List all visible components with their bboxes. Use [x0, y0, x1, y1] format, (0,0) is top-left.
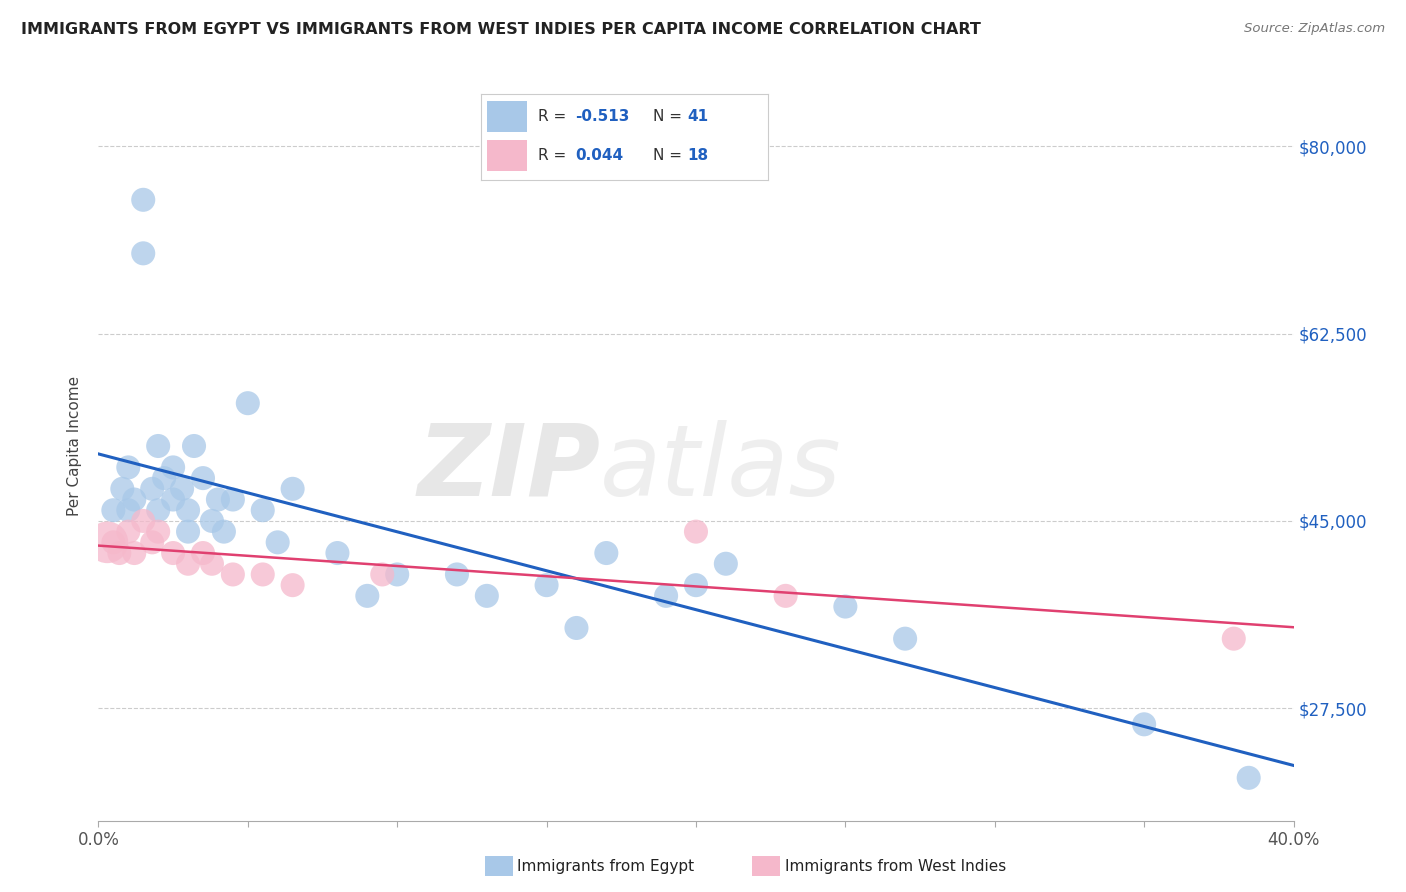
Point [326, 546, 349, 560]
Point [132, 246, 155, 260]
Point [111, 482, 134, 496]
Point [117, 524, 139, 539]
Point [141, 535, 163, 549]
Point [714, 557, 737, 571]
Point [655, 589, 678, 603]
Point [103, 535, 125, 549]
Point [177, 557, 200, 571]
Point [162, 546, 184, 560]
Text: ZIP: ZIP [418, 420, 600, 517]
Point [103, 503, 125, 517]
Point [148, 439, 170, 453]
Point [894, 632, 917, 646]
Point [222, 492, 245, 507]
Point [177, 503, 200, 517]
Point [685, 578, 707, 592]
Point [252, 503, 274, 517]
Point [153, 471, 176, 485]
Text: Immigrants from Egypt: Immigrants from Egypt [517, 859, 695, 873]
Point [212, 524, 235, 539]
Point [117, 503, 139, 517]
Point [201, 557, 224, 571]
Point [446, 567, 468, 582]
Point [267, 535, 290, 549]
Point [385, 567, 409, 582]
Point [356, 589, 378, 603]
Text: Immigrants from West Indies: Immigrants from West Indies [785, 859, 1005, 873]
Point [117, 460, 139, 475]
Point [1133, 717, 1156, 731]
Point [108, 546, 131, 560]
Text: atlas: atlas [600, 420, 842, 517]
Point [536, 578, 558, 592]
Point [595, 546, 617, 560]
Point [141, 482, 163, 496]
Point [222, 567, 245, 582]
Point [148, 503, 170, 517]
Point [183, 439, 205, 453]
Point [281, 482, 304, 496]
Text: IMMIGRANTS FROM EGYPT VS IMMIGRANTS FROM WEST INDIES PER CAPITA INCOME CORRELATI: IMMIGRANTS FROM EGYPT VS IMMIGRANTS FROM… [21, 22, 981, 37]
Point [207, 492, 229, 507]
Point [1237, 771, 1260, 785]
Point [191, 471, 214, 485]
Point [148, 524, 170, 539]
Point [132, 193, 155, 207]
Point [177, 524, 200, 539]
Point [281, 578, 304, 592]
Point [371, 567, 394, 582]
Point [775, 589, 797, 603]
Y-axis label: Per Capita Income: Per Capita Income [67, 376, 83, 516]
Text: Source: ZipAtlas.com: Source: ZipAtlas.com [1244, 22, 1385, 36]
Point [685, 524, 707, 539]
Point [132, 514, 155, 528]
Point [96, 535, 118, 549]
Point [162, 492, 184, 507]
Point [1223, 632, 1246, 646]
Point [162, 460, 184, 475]
Point [124, 492, 146, 507]
Point [172, 482, 194, 496]
Point [252, 567, 274, 582]
Point [236, 396, 259, 410]
Point [191, 546, 214, 560]
Point [565, 621, 588, 635]
Point [124, 546, 146, 560]
Point [201, 514, 224, 528]
Point [834, 599, 856, 614]
Point [475, 589, 498, 603]
